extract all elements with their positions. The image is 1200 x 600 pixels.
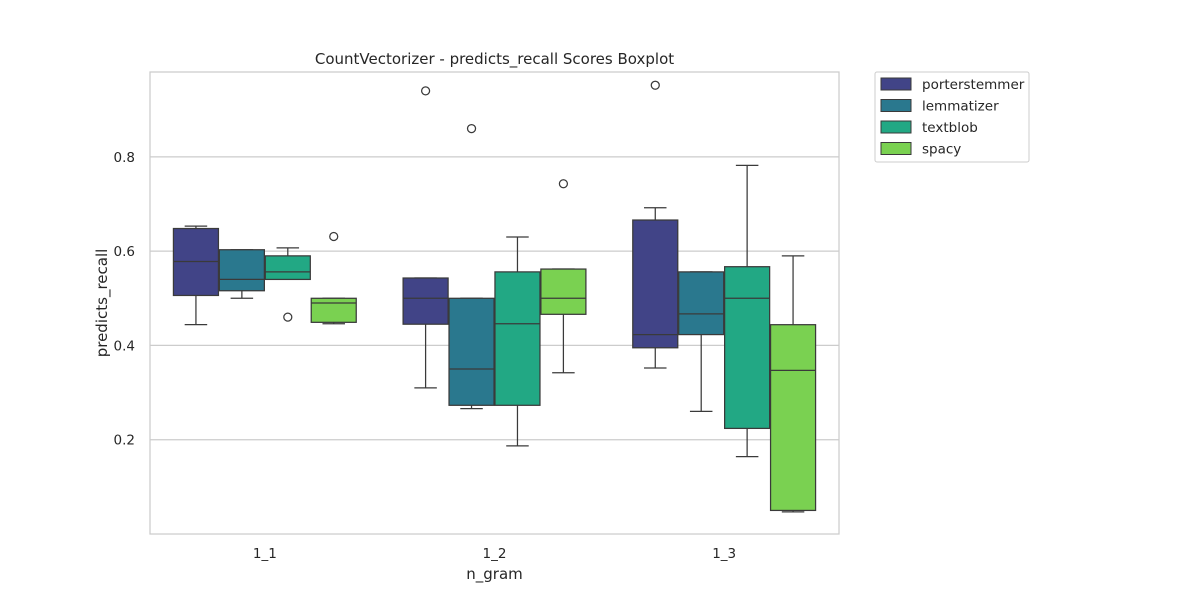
outlier-point	[650, 80, 660, 90]
box-textblob-1_3	[724, 164, 771, 458]
box-porterstemmer-1_2	[402, 86, 449, 389]
outlier-point	[558, 179, 569, 189]
box-lemmatizer-1_2	[448, 123, 495, 410]
box-iqr	[678, 271, 725, 336]
box-iqr	[402, 277, 449, 325]
legend-swatch-textblob	[880, 120, 912, 134]
legend-swatch-porterstemmer	[880, 77, 912, 91]
y-tick-label: 0.4	[114, 338, 135, 354]
box-spacy-1_2	[540, 179, 587, 374]
y-tick-labels: 0.2 0.4 0.6 0.8	[114, 150, 135, 449]
box-textblob-1_2	[494, 236, 541, 447]
x-tick-label: 1_3	[712, 546, 736, 562]
legend-swatch-lemmatizer	[880, 99, 912, 112]
x-axis-label: n_gram	[466, 565, 523, 584]
y-tick-label: 0.8	[114, 150, 135, 166]
legend-label-porterstemmer: porterstemmer	[922, 77, 1025, 93]
box-lemmatizer-1_3	[678, 271, 725, 413]
box-groups	[172, 80, 817, 513]
box-lemmatizer-1_1	[218, 249, 265, 299]
box-spacy-1_3	[769, 255, 817, 513]
outlier-point	[329, 231, 339, 242]
legend-label-textblob: textblob	[922, 120, 978, 136]
outlier-point	[283, 312, 293, 322]
box-iqr	[448, 297, 495, 406]
x-tick-labels: 1_1 1_2 1_3	[253, 546, 736, 562]
box-porterstemmer-1_1	[172, 225, 220, 326]
y-tick-label: 0.2	[114, 433, 135, 449]
x-tick-label: 1_2	[483, 546, 507, 562]
box-iqr	[218, 249, 265, 292]
box-iqr	[264, 255, 311, 281]
box-iqr	[632, 219, 679, 349]
y-tick-label: 0.6	[114, 244, 135, 260]
box-iqr	[769, 324, 817, 512]
x-tick-label: 1_1	[253, 546, 277, 562]
outlier-point	[466, 123, 477, 134]
box-porterstemmer-1_3	[632, 80, 679, 369]
box-textblob-1_1	[264, 247, 311, 322]
box-iqr	[724, 266, 771, 430]
box-iqr	[494, 271, 541, 406]
box-iqr	[310, 297, 357, 323]
chart-title: CountVectorizer - predicts_recall Scores…	[315, 50, 674, 69]
legend-swatch-spacy	[880, 142, 912, 155]
y-axis-label: predicts_recall	[93, 249, 112, 358]
legend-label-lemmatizer: lemmatizer	[922, 99, 999, 115]
outlier-point	[420, 86, 431, 96]
box-spacy-1_1	[310, 231, 357, 325]
plot-frame	[149, 71, 840, 535]
legend: porterstemmer lemmatizer textblob spacy	[874, 71, 1030, 163]
legend-frame	[874, 71, 1030, 163]
box-iqr	[540, 268, 587, 315]
legend-label-spacy: spacy	[922, 142, 961, 158]
